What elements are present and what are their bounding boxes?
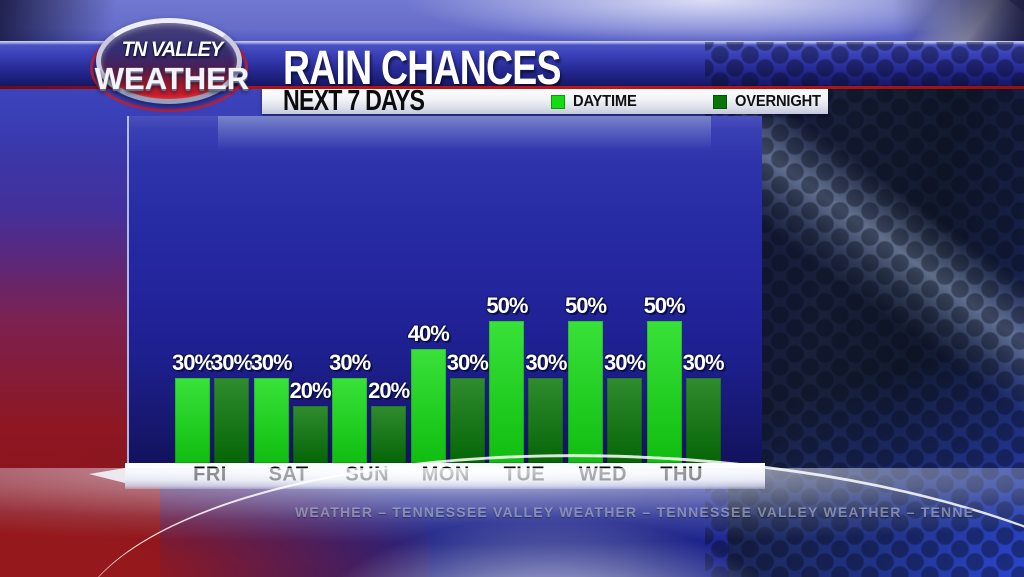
top-right-shade — [854, 0, 1024, 48]
daytime-legend-label: DAYTIME — [573, 92, 637, 110]
bottom-flare — [290, 512, 810, 577]
overnight-bar — [371, 406, 407, 463]
logo-badge — [96, 18, 242, 104]
subtitle-bar: NEXT 7 DAYS DAYTIME OVERNIGHT — [262, 85, 828, 117]
bar-group-mon: 40% 30% — [407, 116, 489, 463]
logo-text-bottom: WEATHER — [94, 61, 250, 96]
daytime-swatch-icon — [551, 94, 565, 109]
overnight-value-label: 30% — [682, 349, 725, 375]
ticker-text: WEATHER – TENNESSEE VALLEY WEATHER – TEN… — [295, 504, 975, 520]
bar-chart: 30% 30% 30% 20% 30% 20% 40% 30% 50% 30% 50% 30% 50% 3… — [129, 116, 762, 463]
bar-group-sat: 30% 20% — [250, 116, 332, 463]
daytime-value-label: 30% — [171, 349, 214, 375]
chart-panel-sheen — [217, 116, 712, 150]
overnight-value-label: 20% — [289, 378, 332, 404]
overnight-swatch-icon — [713, 94, 727, 109]
overnight-bar — [449, 377, 485, 463]
daytime-bar — [253, 377, 289, 463]
logo-text-top: TN VALLEY — [121, 38, 224, 61]
overnight-value-label: 30% — [210, 349, 253, 375]
daytime-bar — [410, 349, 446, 463]
page-title: RAIN CHANCES — [283, 42, 561, 95]
legend-item-daytime: DAYTIME — [551, 89, 642, 114]
bar-group-tue: 50% 30% — [486, 116, 567, 463]
daytime-value-label: 30% — [250, 349, 293, 375]
daytime-bar — [489, 321, 525, 463]
station-logo: TN VALLEY WEATHER — [86, 12, 258, 118]
overnight-value-label: 30% — [525, 349, 567, 375]
daytime-value-label: 50% — [486, 293, 528, 318]
subtitle: NEXT 7 DAYS — [283, 85, 425, 117]
bar-group-sun: 30% 20% — [329, 116, 410, 463]
overnight-legend-label: OVERNIGHT — [735, 92, 821, 110]
overnight-bar — [528, 377, 564, 463]
bar-group-fri: 30% 30% — [171, 116, 253, 463]
overnight-value-label: 20% — [368, 378, 410, 404]
overnight-bar — [292, 406, 328, 463]
overnight-value-label: 30% — [603, 349, 646, 375]
overnight-bar — [607, 377, 642, 463]
overnight-bar — [685, 377, 721, 463]
red-divider-line — [0, 86, 1024, 89]
daytime-bar — [568, 321, 603, 463]
daytime-value-label: 50% — [643, 293, 686, 318]
daytime-value-label: 50% — [564, 293, 607, 318]
overnight-value-label: 30% — [446, 349, 489, 375]
daytime-bar — [646, 321, 682, 463]
daytime-value-label: 30% — [329, 349, 371, 375]
bar-group-wed: 50% 30% — [564, 116, 646, 463]
daytime-bar — [332, 377, 368, 463]
chart-panel: 30% 30% 30% 20% 30% 20% 40% 30% 50% 30% 50% 30% 50% 3… — [127, 116, 762, 463]
daytime-value-label: 40% — [407, 321, 450, 347]
bar-group-thu: 50% 30% — [643, 116, 725, 463]
overnight-bar — [214, 377, 249, 463]
legend-item-overnight: OVERNIGHT — [713, 89, 828, 114]
daytime-bar — [175, 377, 210, 463]
